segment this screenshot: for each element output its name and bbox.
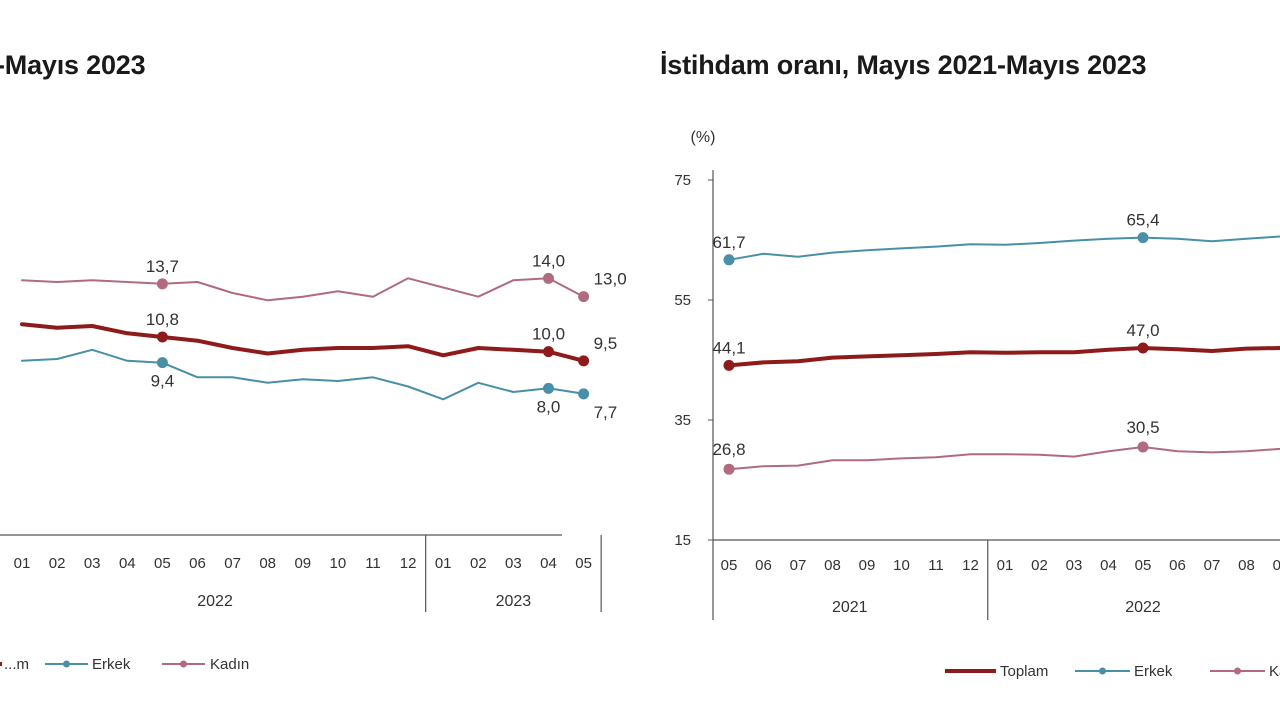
right-legend-marker: [1234, 667, 1241, 675]
right-x-tick-label: 06: [1169, 557, 1186, 574]
left-series-line-toplam: [20, 322, 586, 363]
right-y-tick-label: 35: [674, 412, 691, 429]
right-x-tick-label: 09: [1273, 557, 1280, 574]
left-x-tick-label: 12: [400, 555, 417, 572]
right-legend-label: Toplam: [1000, 663, 1048, 680]
right-year-label: 2022: [1125, 599, 1161, 616]
right-data-label: 44,1: [712, 338, 745, 357]
left-legend-marker: [63, 660, 70, 668]
right-y-tick-label: 75: [674, 172, 691, 189]
right-x-tick-label: 10: [893, 557, 910, 574]
right-series-line-erkek: [728, 235, 1280, 261]
chart-title-right: İstihdam oranı, Mayıs 2021-Mayıs 2023: [660, 50, 1147, 80]
left-x-tick-label: 01: [435, 555, 452, 572]
right-legend-marker: [1099, 667, 1106, 675]
left-data-point: [156, 278, 168, 290]
right-data-point: [723, 463, 735, 475]
left-x-tick-label: 02: [49, 555, 66, 572]
left-x-tick-label: 01: [14, 555, 31, 572]
left-x-tick-label: 11: [365, 555, 381, 572]
right-data-point: [1137, 342, 1149, 354]
left-data-point: [578, 355, 590, 367]
left-x-tick-label: 06: [189, 555, 206, 572]
left-x-tick-label: 09: [294, 555, 311, 572]
left-data-point: [543, 382, 554, 394]
right-x-tick-label: 09: [859, 557, 876, 574]
right-x-tick-label: 06: [755, 557, 772, 574]
left-data-label: 14,0: [532, 251, 565, 270]
right-x-tick-label: 07: [1204, 557, 1221, 574]
right-data-label: 65,4: [1126, 211, 1159, 230]
right-x-tick-label: 12: [962, 557, 979, 574]
right-y-unit: (%): [691, 129, 716, 146]
left-x-tick-label: 05: [154, 555, 171, 572]
left-x-tick-label: 10: [330, 555, 347, 572]
right-data-point: [723, 254, 735, 266]
right-year-label: 2021: [832, 599, 868, 616]
right-x-tick-label: 07: [790, 557, 807, 574]
left-year-label: 2023: [496, 593, 532, 610]
right-y-tick-label: 15: [674, 532, 691, 549]
left-series-line-kadın: [21, 277, 585, 302]
left-legend-marker: [180, 660, 187, 668]
left-x-tick-label: 03: [84, 555, 101, 572]
right-data-point: [1137, 441, 1149, 453]
left-data-label: 13,0: [594, 270, 627, 289]
right-x-tick-label: 05: [721, 557, 738, 574]
left-x-tick-label: 05: [575, 555, 592, 572]
right-legend-label: Kadın: [1269, 663, 1280, 680]
left-legend-label: ...m: [4, 656, 29, 673]
left-x-tick-label: 07: [224, 555, 241, 572]
left-data-label: 8,0: [537, 397, 561, 416]
left-legend-label: Erkek: [92, 656, 131, 673]
right-x-tick-label: 05: [1135, 557, 1152, 574]
left-data-point: [578, 291, 590, 303]
right-x-tick-label: 01: [997, 557, 1014, 574]
left-data-point: [156, 331, 168, 343]
right-data-point: [1137, 232, 1149, 244]
right-x-tick-label: 11: [928, 557, 944, 574]
left-data-point: [156, 357, 168, 369]
right-data-label: 26,8: [712, 440, 745, 459]
right-x-tick-label: 08: [1238, 557, 1255, 574]
left-x-tick-label: 08: [259, 555, 276, 572]
right-x-tick-label: 03: [1066, 557, 1083, 574]
left-data-label: 9,5: [594, 334, 618, 353]
left-data-label: 10,8: [146, 310, 179, 329]
left-data-point: [543, 346, 554, 358]
left-data-point: [543, 272, 554, 284]
chart-title-left: -Mayıs 2023: [0, 50, 146, 80]
left-series-line-erkek: [21, 348, 585, 401]
left-x-tick-label: 04: [540, 555, 557, 572]
right-x-tick-label: 04: [1100, 557, 1117, 574]
right-x-tick-label: 08: [824, 557, 841, 574]
left-x-tick-label: 03: [505, 555, 522, 572]
right-series-line-toplam: [727, 346, 1280, 368]
left-data-label: 13,7: [146, 257, 179, 276]
right-legend-label: Erkek: [1134, 663, 1173, 680]
right-data-point: [723, 359, 735, 371]
left-data-point: [578, 388, 590, 400]
left-legend-label: Kadın: [210, 656, 249, 673]
left-data-label: 9,4: [151, 372, 175, 391]
left-year-label: 2022: [197, 593, 233, 610]
right-data-label: 61,7: [712, 233, 745, 252]
left-x-tick-label: 02: [470, 555, 487, 572]
left-data-label: 10,0: [532, 325, 565, 344]
right-data-label: 30,5: [1126, 418, 1159, 437]
right-y-tick-label: 55: [674, 292, 691, 309]
right-series-line-kadın: [728, 446, 1280, 471]
left-x-tick-label: 04: [119, 555, 136, 572]
left-data-label: 7,7: [594, 403, 618, 422]
right-x-tick-label: 02: [1031, 557, 1048, 574]
right-data-label: 47,0: [1126, 321, 1159, 340]
